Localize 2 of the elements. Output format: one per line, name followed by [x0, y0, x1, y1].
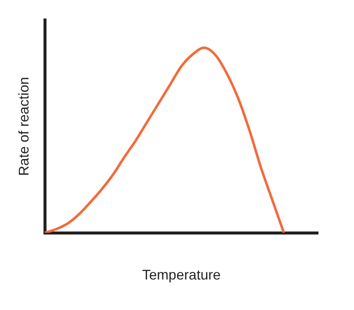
x-axis-title: Temperature	[142, 266, 221, 282]
y-axis-title: Rate of reaction	[15, 76, 32, 176]
